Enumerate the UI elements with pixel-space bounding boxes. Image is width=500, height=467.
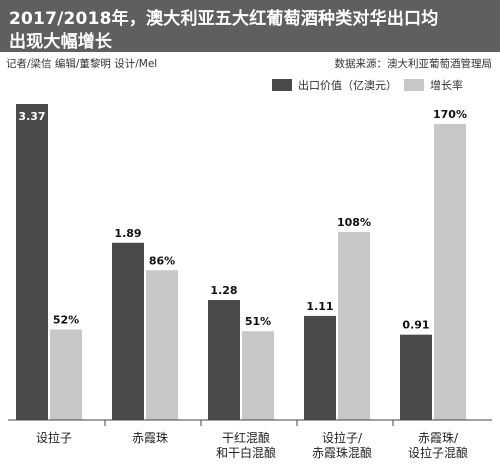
category-label-3-line-1: 赤霞珠混酿 <box>312 445 372 460</box>
chart-title-line-2: 出现大幅增长 <box>9 32 113 52</box>
bar-growth-rate-2 <box>242 331 274 420</box>
bar-export-value-4 <box>400 334 432 420</box>
data-label-export-value-0: 3.37 <box>18 110 45 123</box>
category-label-2-line-0: 干红混酿 <box>222 430 270 445</box>
legend-item-growth-rate: 增长率 <box>404 77 463 93</box>
data-label-export-value-1: 1.89 <box>114 227 141 240</box>
bar-export-value-0 <box>16 104 48 420</box>
credits: 记者/梁信 编辑/董黎明 设计/Mel <box>6 58 158 70</box>
data-label-growth-rate-2: 51% <box>245 315 271 328</box>
legend-label-growth-rate: 增长率 <box>430 79 463 92</box>
category-label-0-line-0: 设拉子 <box>36 430 72 445</box>
data-label-growth-rate-0: 52% <box>53 313 79 326</box>
data-label-growth-rate-1: 86% <box>149 254 175 267</box>
category-label-4-line-1: 设拉子混酿 <box>408 445 468 460</box>
legend-swatch-growth-rate <box>404 79 424 91</box>
bar-export-value-2 <box>208 299 240 420</box>
bar-export-value-3 <box>304 315 336 420</box>
bar-export-value-1 <box>112 242 144 420</box>
legend-label-export-value: 出口价值（亿澳元） <box>298 79 397 92</box>
data-label-growth-rate-4: 170% <box>433 108 467 121</box>
bar-growth-rate-0 <box>50 329 82 420</box>
category-label-2-line-1: 和干白混酿 <box>216 445 276 460</box>
data-label-export-value-3: 1.11 <box>306 300 333 313</box>
data-label-growth-rate-3: 108% <box>337 216 371 229</box>
data-label-export-value-2: 1.28 <box>210 284 237 297</box>
category-label-4-line-0: 赤霞珠/ <box>418 431 459 445</box>
category-label-3-line-0: 设拉子/ <box>322 430 363 445</box>
legend-item-export-value: 出口价值（亿澳元） <box>272 77 397 93</box>
data-label-export-value-4: 0.91 <box>402 319 429 332</box>
legend-swatch-export-value <box>272 79 292 91</box>
bar-growth-rate-3 <box>338 231 370 420</box>
bar-growth-rate-1 <box>146 270 178 420</box>
data-source: 数据来源：澳大利亚葡萄酒管理局 <box>334 58 493 70</box>
category-label-1-line-0: 赤霞珠 <box>132 431 168 445</box>
bar-growth-rate-4 <box>434 124 466 420</box>
header-banner: 2017/2018年，澳大利亚五大红葡萄酒种类对华出口均 出现大幅增长 <box>0 0 500 52</box>
chart-title-line-1: 2017/2018年，澳大利亚五大红葡萄酒种类对华出口均 <box>9 9 439 29</box>
